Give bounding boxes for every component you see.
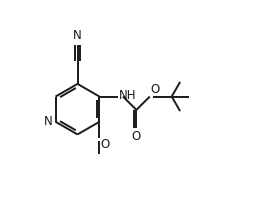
Text: O: O <box>100 138 109 151</box>
Text: O: O <box>132 130 141 143</box>
Text: NH: NH <box>119 89 137 102</box>
Text: O: O <box>150 83 160 96</box>
Text: N: N <box>44 115 53 128</box>
Text: N: N <box>73 29 82 42</box>
